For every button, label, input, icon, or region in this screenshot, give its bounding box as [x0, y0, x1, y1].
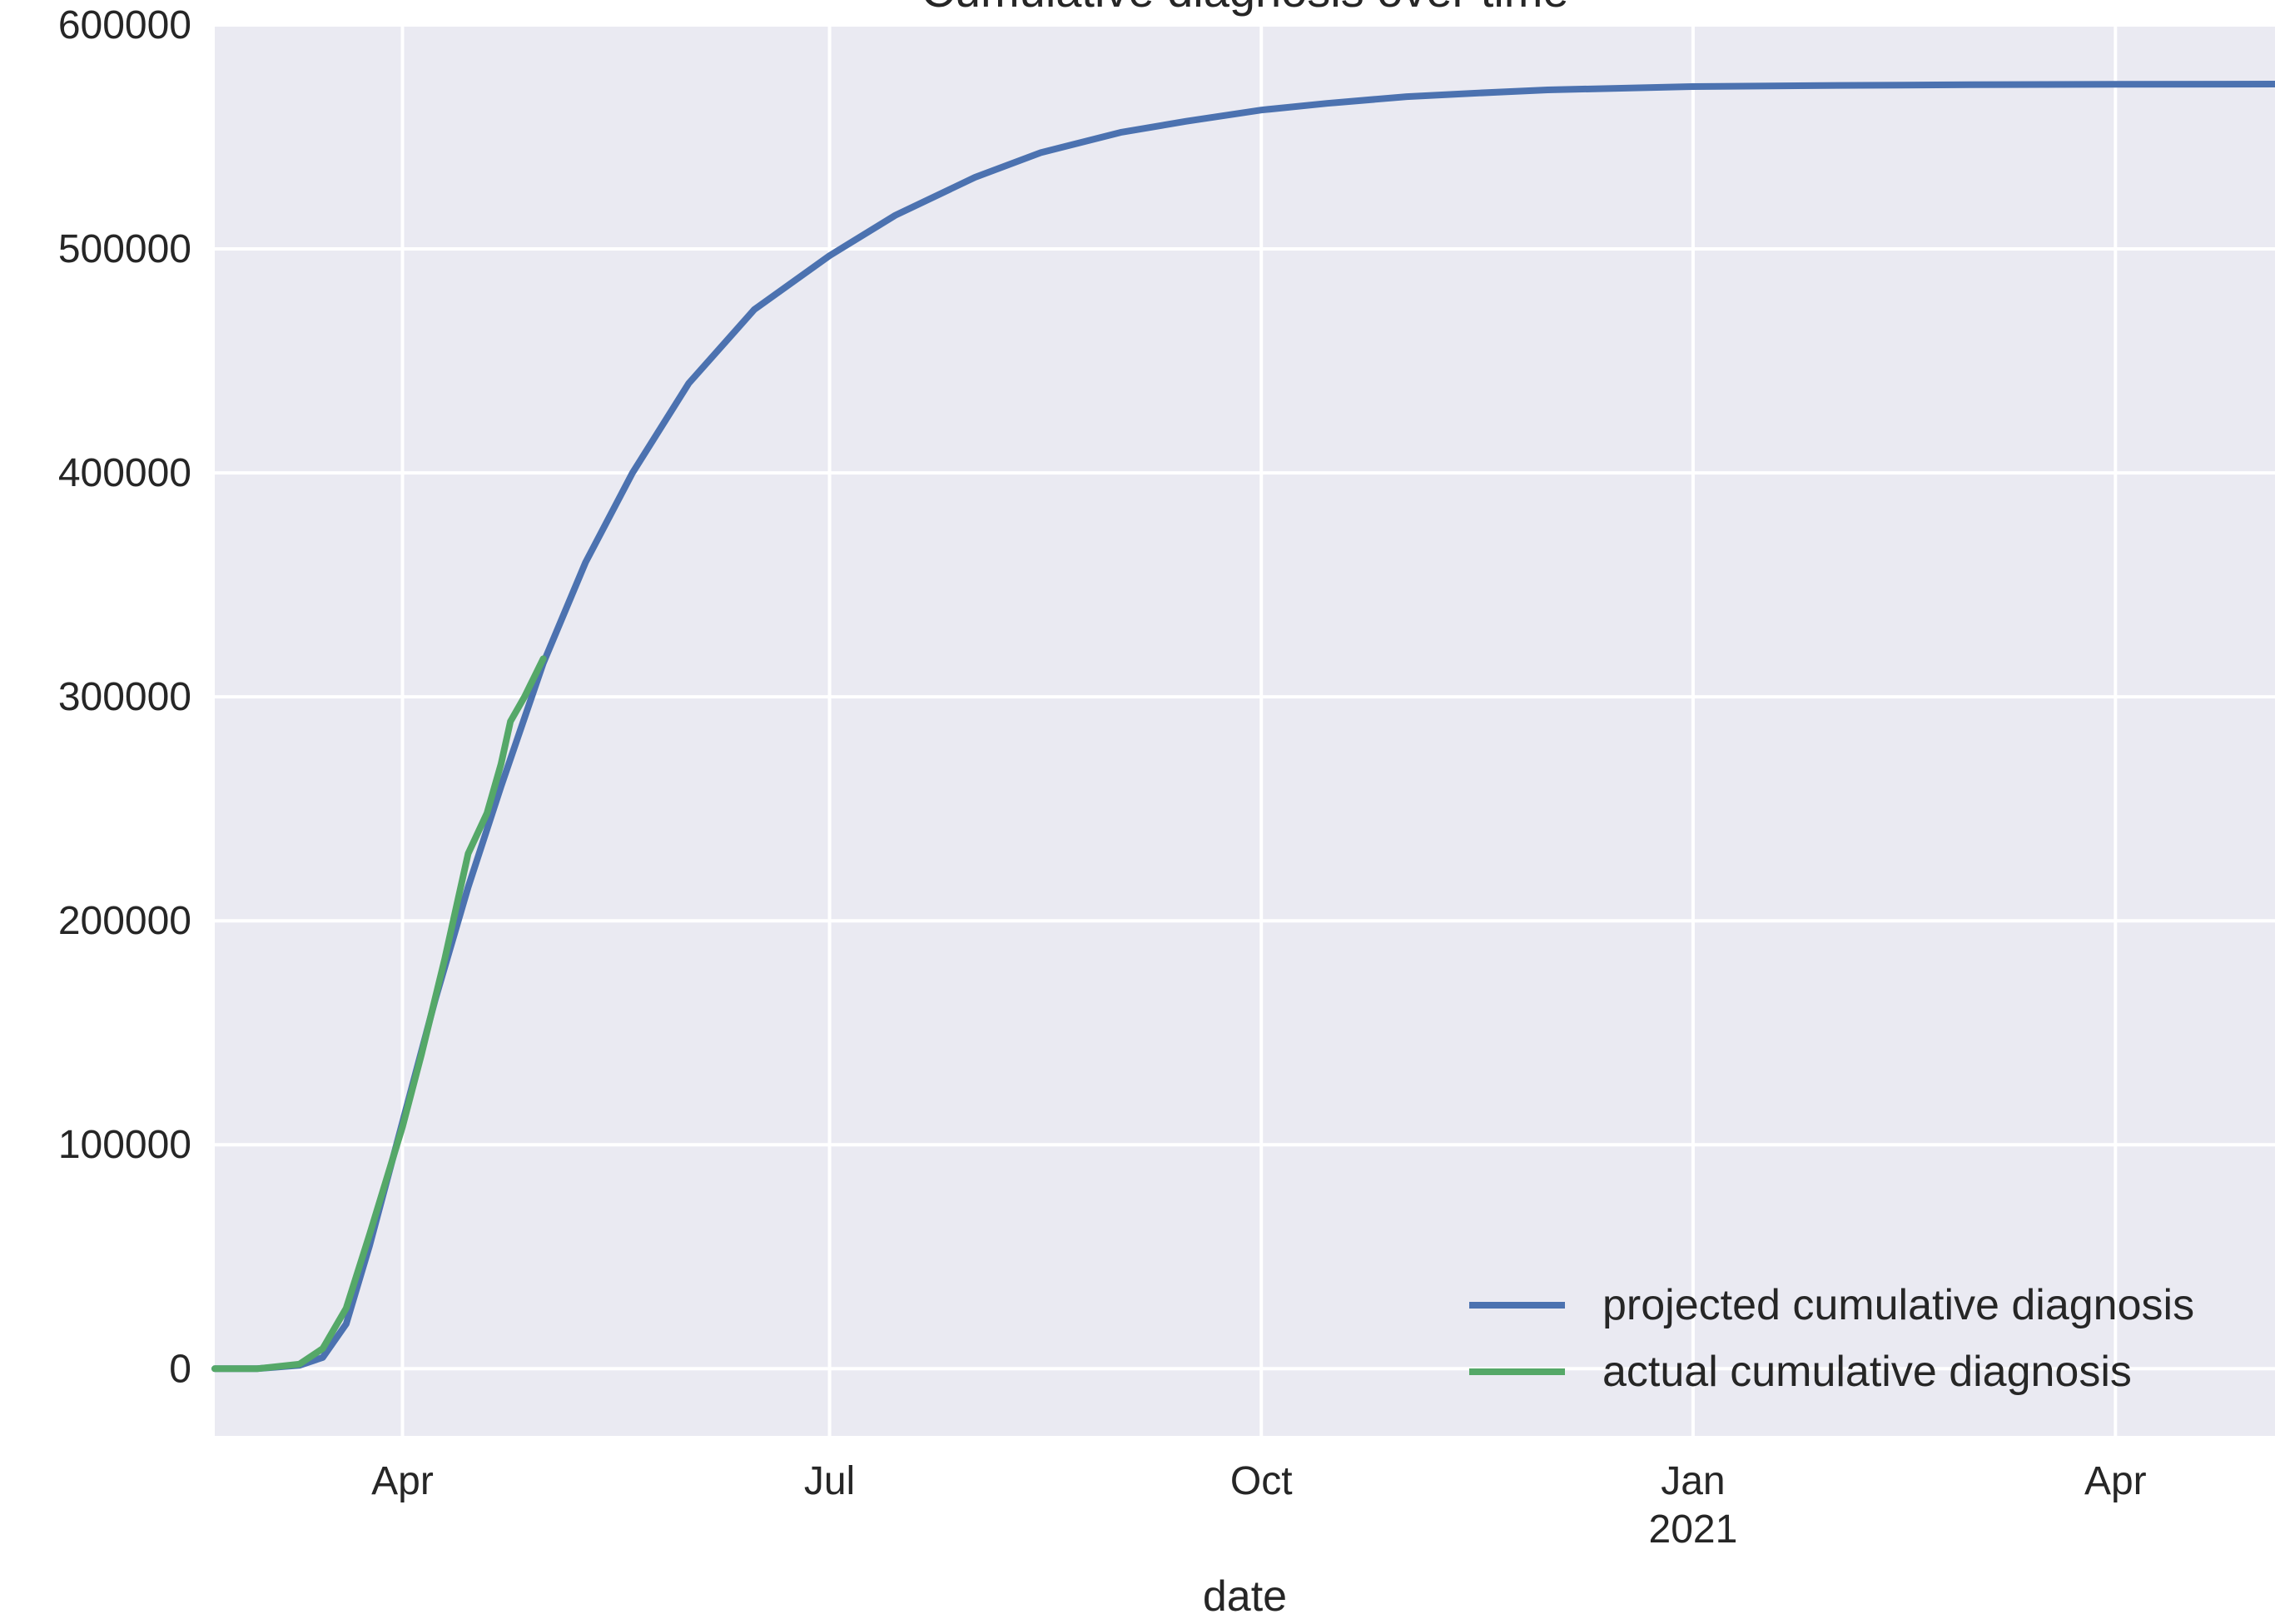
y-tick-label: 100000: [58, 1123, 191, 1167]
y-tick-label: 500000: [58, 227, 191, 271]
x-tick-label: Apr: [371, 1459, 434, 1503]
x-tick-label: Apr: [2084, 1459, 2147, 1503]
x-tick-label: Jul: [804, 1459, 855, 1503]
series-line-actual: [211, 655, 547, 1373]
y-tick-label: 300000: [58, 675, 191, 719]
legend-label: projected cumulative diagnosis: [1602, 1281, 2194, 1329]
x-tick-year-label: 2021: [1649, 1507, 1738, 1552]
x-tick-label: Jan: [1661, 1459, 1725, 1503]
y-tick-label: 200000: [58, 899, 191, 943]
y-tick-label: 600000: [58, 3, 191, 47]
plot-background: [215, 25, 2275, 1436]
x-axis-label: date: [1203, 1572, 1287, 1620]
y-tick-label: 400000: [58, 451, 191, 495]
x-tick-label: Oct: [1230, 1459, 1293, 1503]
series-layer: [211, 81, 2275, 1373]
grid-layer: [215, 23, 2275, 1436]
tick-layer: 0 100000 200000 300000 400000 500000 600000 Apr…: [58, 3, 2147, 1552]
series-line-projected: [211, 81, 2275, 1373]
chart-title: Cumulative diagnosis over time: [921, 0, 1568, 17]
legend: projected cumulative diagnosis actual cum…: [1469, 1281, 2194, 1396]
legend-label: actual cumulative diagnosis: [1602, 1348, 2132, 1396]
y-tick-label: 0: [169, 1347, 191, 1391]
